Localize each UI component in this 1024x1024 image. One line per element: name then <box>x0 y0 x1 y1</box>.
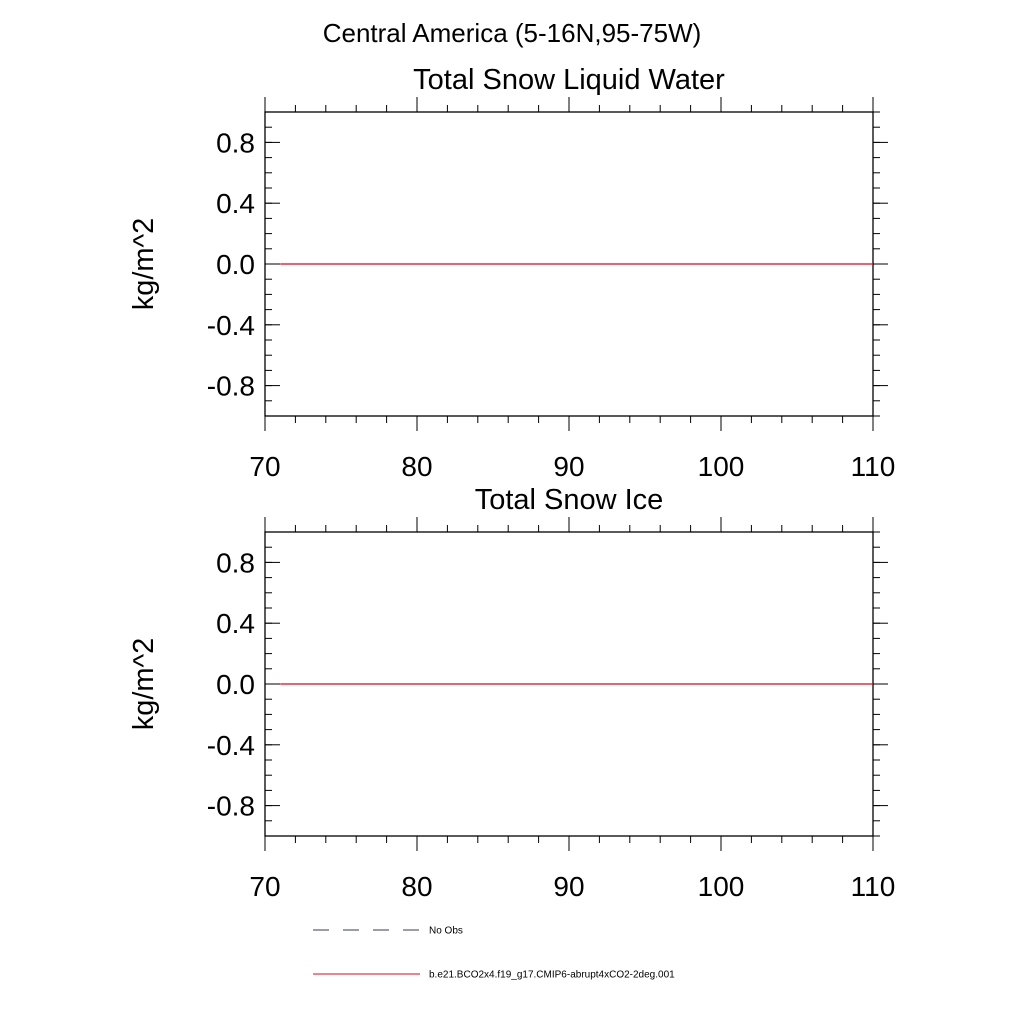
y-tick-label: 0.8 <box>216 547 255 578</box>
x-tick-label: 70 <box>249 451 280 482</box>
x-tick-label: 110 <box>851 451 896 482</box>
panel-2: Total Snow Ice 70 80 90 100 110 0.8 0.4 0.0 -0.4 -… <box>128 484 895 902</box>
panel-1: Total Snow Liquid Water 70 80 90 100 110 0.8 0.… <box>128 64 895 482</box>
x-tick-label: 90 <box>553 451 584 482</box>
x-tick-label: 90 <box>553 871 584 902</box>
y-tick-label: 0.4 <box>216 188 255 219</box>
y-tick-label: 0.4 <box>216 608 255 639</box>
y-axis-label: kg/m^2 <box>128 638 160 731</box>
y-tick-label: 0.0 <box>216 669 255 700</box>
x-tick-label: 110 <box>851 871 896 902</box>
x-tick-label: 80 <box>401 871 432 902</box>
y-tick-label: -0.4 <box>207 310 255 341</box>
y-tick-label: 0.0 <box>216 249 255 280</box>
figure-title: Central America (5-16N,95-75W) <box>323 18 702 48</box>
y-tick-label: -0.8 <box>207 371 255 402</box>
y-tick-label: 0.8 <box>216 127 255 158</box>
legend: No Obs b.e21.BCO2x4.f19_g17.CMIP6-abrupt4… <box>313 926 675 981</box>
y-axis-label: kg/m^2 <box>128 218 160 311</box>
legend-label-1: No Obs <box>429 926 463 937</box>
panel-title: Total Snow Ice <box>475 484 664 516</box>
x-tick-label: 100 <box>698 871 745 902</box>
legend-label-2: b.e21.BCO2x4.f19_g17.CMIP6-abrupt4xCO2-2… <box>429 970 675 981</box>
y-tick-label: -0.4 <box>207 730 255 761</box>
y-tick-label: -0.8 <box>207 791 255 822</box>
x-tick-label: 100 <box>698 451 745 482</box>
panel-title: Total Snow Liquid Water <box>413 64 725 96</box>
x-tick-label: 80 <box>401 451 432 482</box>
x-tick-label: 70 <box>249 871 280 902</box>
panels: Total Snow Liquid Water 70 80 90 100 110 0.8 0.… <box>128 64 895 902</box>
